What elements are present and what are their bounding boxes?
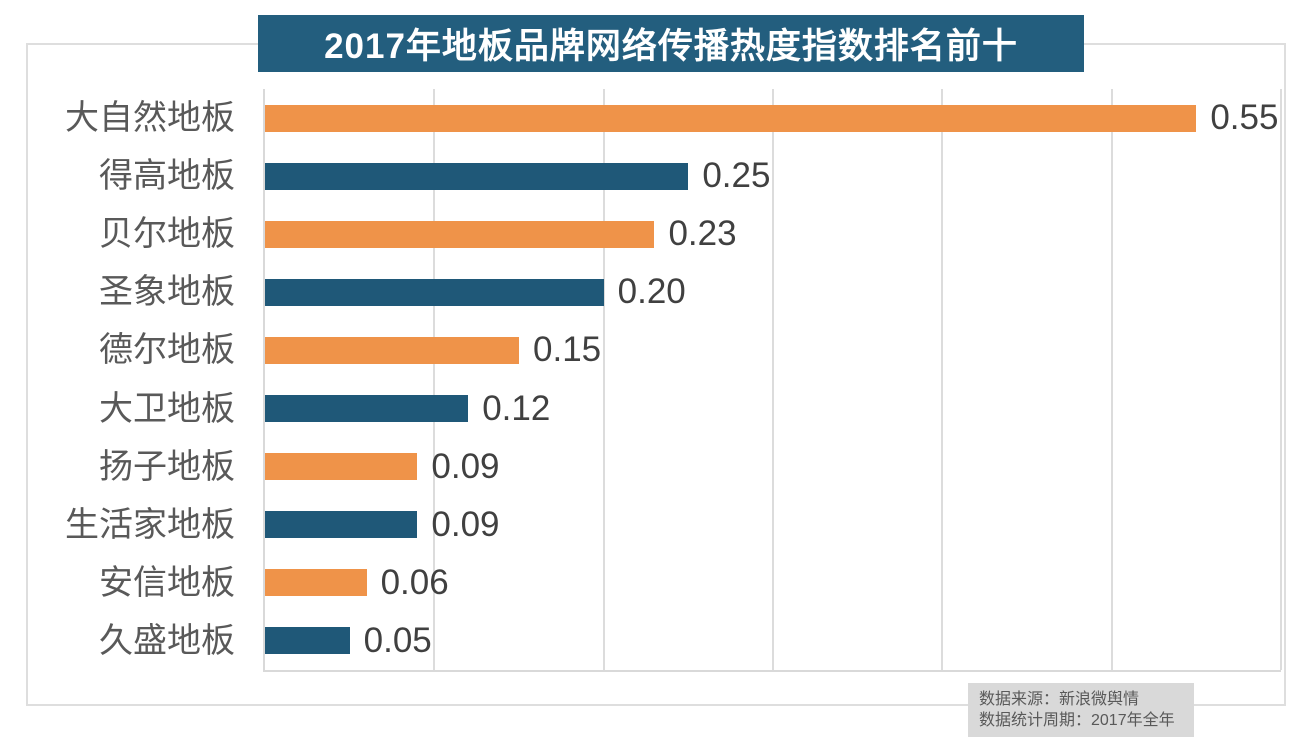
gridline — [433, 89, 436, 670]
gridline — [772, 89, 774, 670]
bar-value-label: 0.06 — [380, 562, 449, 602]
category-label: 德尔地板 — [99, 331, 235, 370]
bar-value-label: 0.05 — [363, 620, 432, 660]
plot-area: 0.55 0.25 0.23 0.20 0.15 0.12 0.09 0.09 0.06 0.05 — [263, 89, 1282, 672]
category-label: 生活家地板 — [65, 505, 235, 544]
bar-value-label: 0.55 — [1210, 98, 1279, 137]
bar — [265, 569, 367, 597]
bar — [265, 627, 350, 655]
data-period-line: 数据统计周期：2017年全年 — [979, 712, 1175, 729]
category-axis: 大自然地板得高地板贝尔地板圣象地板德尔地板大卫地板扬子地板生活家地板安信地板久盛… — [26, 89, 235, 672]
bar — [265, 278, 604, 306]
bar — [265, 220, 655, 248]
bar-value-label: 0.15 — [533, 330, 602, 370]
bar — [265, 104, 1197, 132]
category-label: 贝尔地板 — [99, 215, 235, 254]
category-label: 圣象地板 — [99, 273, 235, 312]
category-label: 得高地板 — [99, 157, 235, 196]
bar-value-label: 0.20 — [617, 272, 686, 312]
gridline — [602, 89, 605, 670]
chart-title: 2017年地板品牌网络传播热度指数排名前十 — [258, 15, 1084, 72]
bar — [265, 336, 519, 364]
gridline — [1280, 89, 1282, 670]
gridline — [941, 89, 944, 670]
category-label: 大自然地板 — [65, 99, 235, 137]
category-label: 大卫地板 — [99, 389, 235, 428]
bar — [265, 395, 469, 423]
bar-value-label: 0.25 — [702, 156, 771, 196]
bar-value-label: 0.12 — [482, 388, 551, 428]
bar-value-label: 0.09 — [431, 446, 500, 486]
category-label: 久盛地板 — [99, 621, 235, 660]
bar — [265, 162, 689, 190]
category-label: 安信地板 — [99, 563, 235, 602]
bar-value-label: 0.23 — [668, 214, 737, 254]
bar-value-label: 0.09 — [431, 504, 500, 544]
category-label: 扬子地板 — [99, 447, 235, 486]
data-source-note: 数据来源：新浪微舆情 数据统计周期：2017年全年 — [968, 683, 1194, 737]
bar — [265, 453, 418, 481]
bar — [265, 511, 418, 539]
gridline — [1110, 89, 1113, 670]
data-source-line: 数据来源：新浪微舆情 — [979, 691, 1140, 708]
